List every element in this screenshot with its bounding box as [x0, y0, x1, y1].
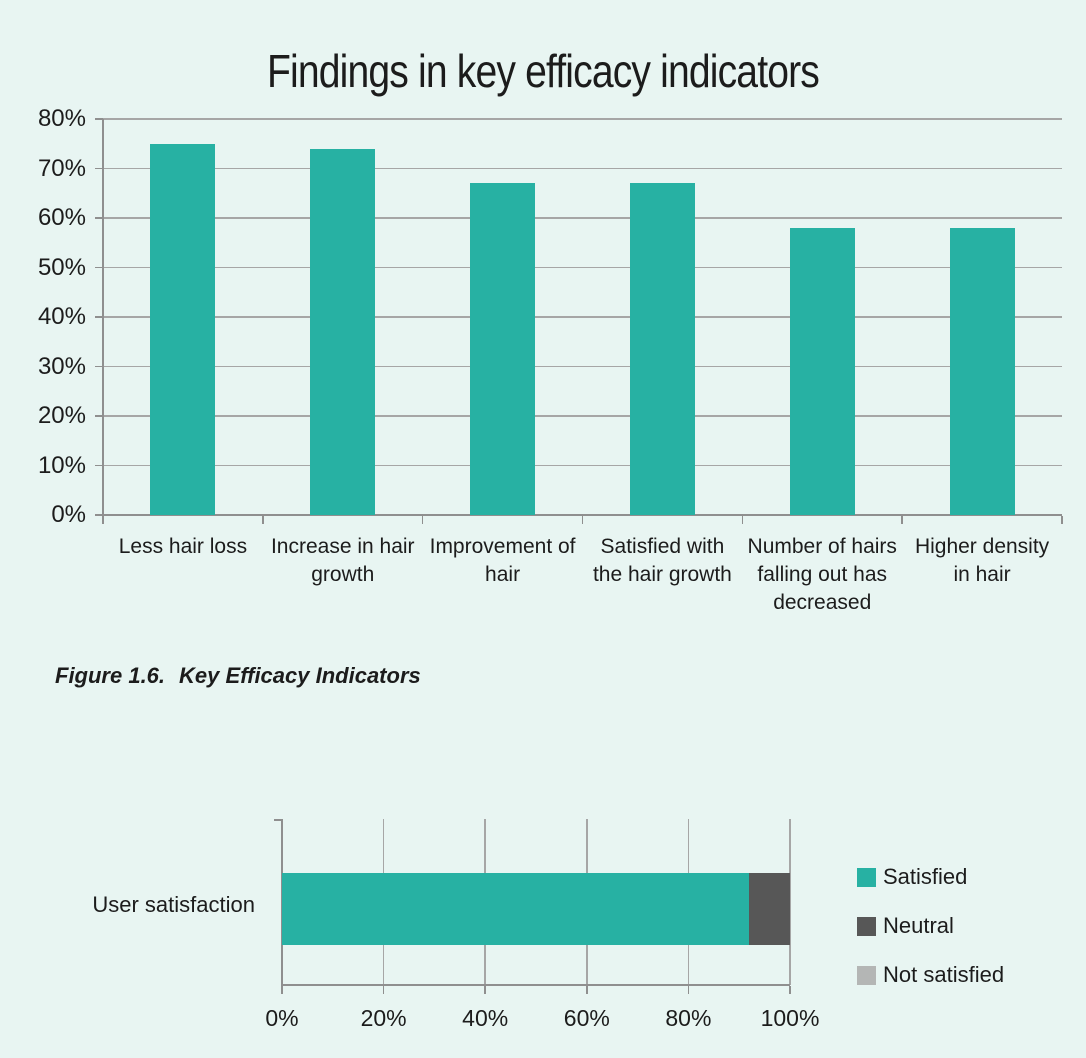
y-axis-tick: [95, 266, 103, 269]
y-axis-tick-label: 70%: [37, 154, 86, 182]
bar-2: [310, 148, 376, 515]
bar-3: [470, 183, 536, 515]
y-axis-tick-label: 40%: [37, 303, 86, 330]
figure-caption-number: Figure 1.6.: [55, 663, 166, 688]
gridline: [103, 217, 1062, 219]
y-axis-tick: [95, 464, 103, 467]
bar-6: [949, 227, 1015, 515]
stacked-bar: [282, 873, 790, 945]
y-axis-tick: [95, 217, 103, 219]
x-axis-line: [282, 984, 790, 986]
y-axis-tick-label: 80%: [37, 105, 86, 132]
category-label: Higher density in hair: [914, 535, 1050, 586]
x-axis-tick: [581, 516, 584, 524]
bar-segment-neutral: [749, 873, 790, 945]
gridline: [103, 464, 1062, 467]
figure-caption: Figure 1.6. Key Efficacy Indicators: [55, 663, 421, 689]
x-axis-tick: [901, 516, 903, 524]
y-axis-tick-label: 10%: [37, 451, 86, 479]
category-axis-tick: [274, 819, 282, 821]
bar-segment-satisfied: [282, 873, 750, 945]
y-axis-tick-label: 50%: [37, 253, 86, 281]
legend-label: Not satisfied: [883, 962, 1005, 987]
gridline: [103, 167, 1062, 170]
x-axis-tick: [421, 516, 424, 524]
x-axis-tick-label: 60%: [563, 1005, 610, 1031]
x-axis-tick: [1061, 516, 1063, 524]
category-label: Satisfied with the hair growth: [592, 535, 732, 586]
y-axis-line: [102, 119, 104, 515]
y-axis-tick-label: 20%: [37, 402, 86, 429]
plot-area-top-chart: [95, 118, 1063, 524]
x-axis-tick-label: 100%: [760, 1005, 820, 1031]
x-axis-tick: [484, 986, 486, 994]
x-axis-tick: [382, 986, 385, 994]
legend-item-neutral: Neutral: [857, 913, 954, 939]
gridline: [103, 365, 1062, 368]
figure-caption-title: Key Efficacy Indicators: [179, 663, 421, 688]
y-axis-tick: [95, 118, 103, 120]
category-label: Improvement of hair: [429, 535, 576, 586]
x-axis-tick: [102, 516, 104, 524]
bar-5: [789, 227, 855, 515]
y-axis-tick: [95, 365, 103, 368]
x-axis-tick: [586, 986, 588, 994]
y-axis-tick-label: 60%: [37, 204, 86, 231]
gridline: [103, 415, 1062, 417]
y-axis-tick: [95, 514, 103, 516]
plot-area-bottom-chart: [274, 819, 791, 994]
legend-item-not-satisfied: Not satisfied: [857, 962, 1004, 988]
x-axis-tick: [262, 516, 264, 524]
gridline: [103, 316, 1062, 318]
category-axis-line: [281, 819, 283, 993]
legend-swatch-icon: [857, 916, 876, 936]
x-axis-tick-label: 0%: [265, 1005, 299, 1031]
x-axis-tick-label: 80%: [665, 1005, 712, 1031]
y-axis-tick: [95, 167, 103, 170]
legend-swatch-icon: [857, 965, 876, 985]
x-axis-tick-label: 20%: [360, 1005, 407, 1031]
gridline: [789, 819, 791, 985]
gridline: [103, 266, 1062, 269]
x-axis-category-labels: Less hair loss Increase in hair growth Imp…: [103, 533, 1062, 617]
gridline: [103, 118, 1062, 120]
y-axis-tick-label: 0%: [51, 501, 86, 528]
x-axis-line: [103, 514, 1062, 516]
chart-title: Findings in key efficacy indicators: [267, 45, 820, 97]
bar-1: [150, 143, 216, 515]
legend-label: Neutral: [883, 913, 954, 938]
category-label: Less hair loss: [118, 535, 248, 558]
category-label-user-satisfaction: User satisfaction: [92, 892, 255, 917]
category-label: Increase in hair growth: [270, 535, 415, 586]
y-axis-tick: [95, 415, 103, 417]
y-axis-tick: [95, 316, 103, 318]
bar-4: [629, 183, 695, 515]
category-label: Number of hairs falling out has decrease…: [747, 535, 897, 614]
legend-item-satisfied: Satisfied: [857, 864, 967, 890]
x-axis-tick: [687, 986, 690, 994]
legend-label: Satisfied: [883, 864, 968, 889]
y-axis-tick-label: 30%: [37, 352, 86, 380]
x-axis-tick: [741, 516, 744, 524]
x-axis-tick-label: 40%: [462, 1005, 509, 1031]
legend-swatch-icon: [857, 867, 876, 887]
x-axis-tick: [789, 986, 791, 994]
